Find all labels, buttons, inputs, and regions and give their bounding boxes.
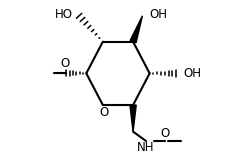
Text: OH: OH — [183, 67, 201, 80]
Polygon shape — [130, 16, 142, 43]
Text: O: O — [100, 106, 109, 120]
Text: OH: OH — [149, 8, 167, 21]
Polygon shape — [130, 105, 136, 132]
Text: NH: NH — [137, 141, 154, 154]
Text: O: O — [61, 58, 70, 71]
Text: O: O — [160, 127, 169, 140]
Text: HO: HO — [55, 8, 73, 21]
